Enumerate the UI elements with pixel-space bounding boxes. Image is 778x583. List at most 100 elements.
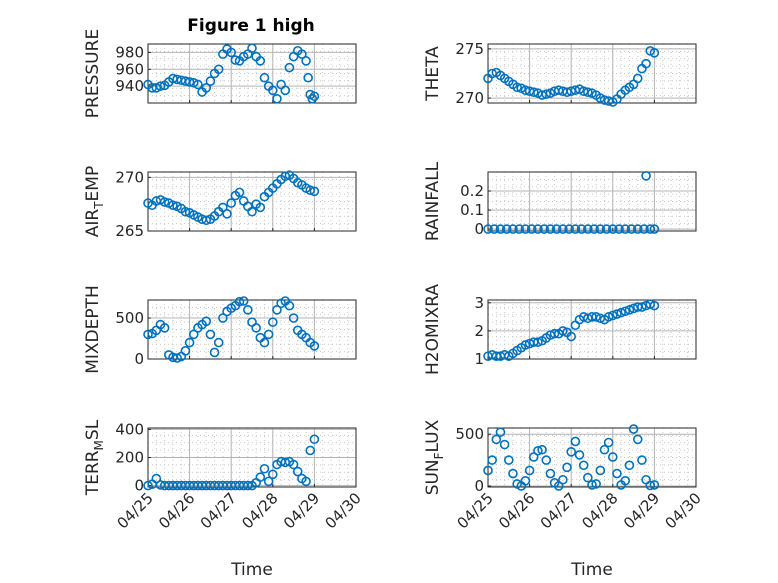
- data-point: [587, 480, 597, 490]
- data-point: [263, 329, 274, 340]
- data-point: [255, 56, 266, 66]
- x-axis-label: Time: [570, 560, 613, 580]
- subplot-rainfall: 00.10.2 RAINFALL: [423, 161, 697, 241]
- data-point: [562, 462, 572, 473]
- data-point: [168, 200, 178, 211]
- data-point: [280, 85, 291, 96]
- data-point: [483, 224, 493, 234]
- data-point: [238, 296, 249, 306]
- data-point: [305, 185, 316, 196]
- figure-title: Figure 1 high: [187, 16, 315, 36]
- x-axis-label: Time: [230, 560, 273, 580]
- data-point: [620, 475, 631, 486]
- data-point: [205, 329, 216, 340]
- data-point: [649, 300, 660, 311]
- data-point: [280, 457, 291, 468]
- data-point: [603, 312, 614, 322]
- data-point: [499, 439, 510, 450]
- data-point: [601, 224, 612, 234]
- data-point: [537, 444, 547, 455]
- data-point: [591, 479, 601, 489]
- y-tick-label: 200: [115, 449, 144, 467]
- data-point: [226, 47, 236, 58]
- data-point: [533, 445, 543, 456]
- data-point: [649, 480, 660, 490]
- data-point: [649, 224, 660, 234]
- data-point: [508, 468, 518, 479]
- y-tick-label: 3: [474, 294, 484, 312]
- data-point: [222, 209, 232, 219]
- data-point: [514, 224, 525, 234]
- data-point: [243, 480, 253, 491]
- y-axis-label: AIRTEMP: [83, 166, 106, 237]
- data-point: [288, 459, 299, 470]
- data-point: [641, 58, 651, 69]
- data-point: [280, 171, 291, 182]
- data-point: [607, 452, 618, 462]
- data-point: [503, 455, 514, 465]
- data-point: [578, 460, 589, 471]
- y-tick-label: 980: [115, 43, 144, 61]
- data-point: [632, 73, 643, 84]
- data-point: [520, 475, 531, 486]
- data-point: [247, 43, 257, 54]
- data-point: [172, 353, 182, 363]
- subplot-h2omixra: 1 2 3 H2OMIXRA: [423, 284, 697, 375]
- y-tick-label: 270: [455, 89, 484, 107]
- data-point: [533, 224, 543, 234]
- y-tick-label: 960: [115, 60, 144, 78]
- data-point: [583, 224, 593, 234]
- y-tick-label: 940: [115, 77, 144, 95]
- y-tick-label: 0: [474, 477, 484, 495]
- data-point: [603, 437, 614, 448]
- data-point: [570, 224, 581, 234]
- data-point: [632, 224, 643, 234]
- data-point: [201, 316, 212, 327]
- data-point: [589, 224, 599, 234]
- data-point: [218, 313, 228, 323]
- y-tick-label: 0.2: [460, 182, 484, 200]
- data-point: [297, 49, 307, 59]
- data-point: [637, 302, 647, 312]
- data-point: [576, 224, 587, 234]
- data-point: [558, 474, 568, 485]
- data-point: [155, 81, 166, 91]
- data-point: [309, 186, 320, 197]
- data-point: [520, 340, 531, 350]
- data-point: [309, 434, 320, 445]
- data-point: [549, 328, 560, 339]
- y-tick-label: 0: [474, 220, 484, 238]
- data-point: [612, 468, 622, 479]
- y-axis-label: H2OMIXRA: [423, 284, 443, 375]
- data-point: [180, 346, 191, 356]
- y-axis-label: SUNFLUX: [423, 419, 446, 495]
- x-tick-label: 04/30: [662, 489, 705, 532]
- x-tick-label: 04/28: [238, 489, 281, 532]
- data-point: [226, 198, 236, 208]
- data-point: [255, 472, 266, 482]
- data-point: [551, 224, 562, 234]
- y-tick-label: 275: [455, 40, 484, 58]
- x-tick-label: 04/29: [280, 489, 323, 532]
- data-point: [218, 202, 228, 213]
- data-point: [495, 224, 506, 234]
- data-point: [483, 465, 493, 476]
- data-point: [159, 197, 170, 207]
- x-tick-label: 04/27: [537, 489, 580, 532]
- data-point: [184, 77, 195, 87]
- data-point: [539, 224, 549, 234]
- data-point: [645, 480, 656, 491]
- data-point: [188, 329, 199, 340]
- subplot-air-temp: 265 270 AIRTEMP: [83, 166, 357, 240]
- data-point: [292, 466, 303, 477]
- data-point: [267, 85, 278, 96]
- data-point: [234, 296, 245, 307]
- data-point: [639, 224, 649, 234]
- data-point: [526, 224, 537, 234]
- y-tick-label: 2: [474, 322, 484, 340]
- data-point: [512, 82, 522, 93]
- data-point: [495, 427, 506, 437]
- x-tick-label: 04/26: [155, 489, 198, 532]
